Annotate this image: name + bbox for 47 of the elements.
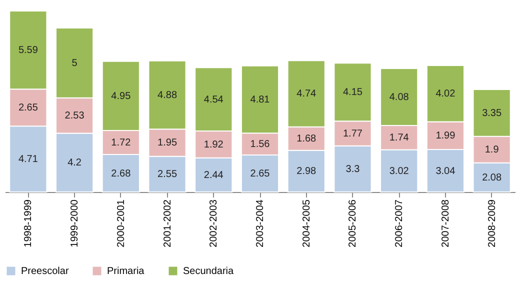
data-label: 4.74 [296,88,317,100]
data-label: 1.68 [296,134,317,145]
legend-label: Secundaria [183,266,234,277]
legend-label: Primaria [107,266,145,277]
data-label: 1.56 [250,139,270,150]
x-tick-label: 2001-2002 [162,199,174,248]
data-label: 4.2 [68,158,82,169]
data-label: 1.72 [111,138,132,149]
data-label: 2.55 [158,169,178,180]
data-label: 4.02 [436,88,456,100]
x-tick-label: 2007-2008 [440,199,452,248]
data-label: 4.54 [204,94,224,106]
data-label: 4.71 [18,154,38,166]
legend-label: Preescolar [21,266,70,277]
data-label: 2.65 [250,168,270,180]
data-label: 1.92 [204,139,224,150]
data-label: 5.59 [18,45,38,56]
data-label: 1.95 [158,138,178,149]
data-label: 2.98 [296,166,317,178]
x-tick-label: 2006-2007 [394,199,406,248]
x-tick-label: 2008-2009 [486,199,498,248]
data-label: 2.65 [18,102,38,114]
data-label: 4.95 [111,90,132,102]
x-tick-label: 2005-2006 [348,199,359,248]
data-label: 4.15 [342,87,363,98]
data-label: 1.9 [484,144,500,156]
data-label: 3.35 [482,108,502,119]
data-label: 4.88 [158,90,178,101]
data-label: 4.81 [250,94,270,106]
data-label: 4.08 [389,92,410,103]
data-label: 5 [72,58,78,69]
data-label: 1.99 [436,130,456,142]
x-tick-label: 2000-2001 [116,199,127,248]
data-label: 3.04 [436,166,456,177]
x-tick-label: 2003-2004 [255,199,266,248]
data-label: 1.77 [342,128,363,140]
x-tick-label: 1999-2000 [70,199,81,248]
data-label: 2.44 [204,170,224,181]
x-tick-label: 2004-2005 [301,199,312,248]
data-label: 2.08 [482,172,502,184]
x-tick-label: 2002-2003 [208,199,220,248]
data-label: 1.74 [389,132,410,144]
data-label: 2.53 [64,110,85,122]
x-tick-label: 1998-1999 [23,199,34,248]
data-label: 3.3 [346,164,360,175]
data-label: 3.02 [389,166,410,177]
data-label: 2.68 [111,168,132,180]
